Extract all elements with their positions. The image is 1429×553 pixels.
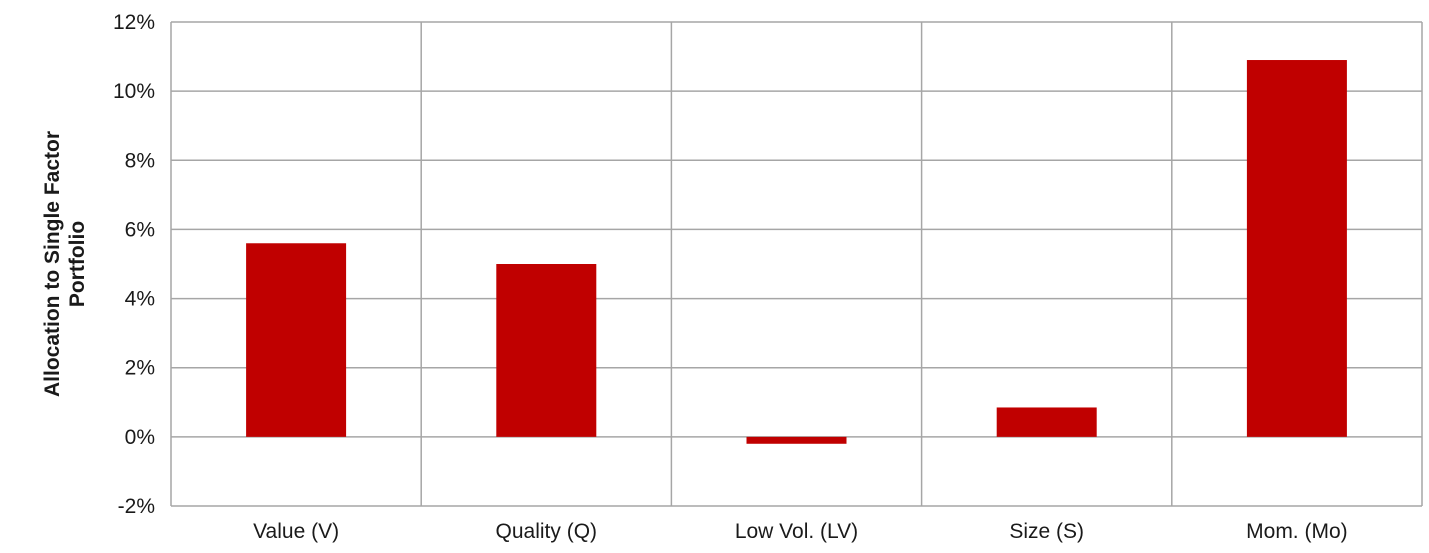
y-tick-label: 8% bbox=[125, 149, 155, 172]
y-tick-label: 4% bbox=[125, 288, 155, 311]
y-tick-label: 12% bbox=[113, 11, 155, 34]
y-tick-label: 2% bbox=[125, 357, 155, 380]
bar bbox=[1246, 60, 1347, 437]
y-tick-label: 0% bbox=[125, 426, 155, 449]
y-axis-title-line: Allocation to Single Factor bbox=[41, 131, 64, 397]
x-tick-label: Mom. (Mo) bbox=[1246, 520, 1348, 543]
y-axis-tick-labels: -2% 0% 2% 4% 6% 8% 10% 12% bbox=[113, 11, 155, 518]
x-tick-label: Low Vol. (LV) bbox=[735, 520, 858, 543]
bar bbox=[246, 243, 347, 437]
bar bbox=[496, 264, 597, 437]
bars bbox=[246, 60, 1347, 444]
x-tick-label: Size (S) bbox=[1009, 520, 1084, 543]
y-tick-label: 10% bbox=[113, 80, 155, 103]
y-tick-label: 6% bbox=[125, 218, 155, 241]
bar bbox=[746, 436, 847, 444]
x-axis-tick-labels: Value (V) Quality (Q) Low Vol. (LV) Size (S… bbox=[253, 520, 1348, 543]
grid bbox=[170, 21, 1423, 507]
x-tick-label: Value (V) bbox=[253, 520, 339, 543]
x-tick-label: Quality (Q) bbox=[496, 520, 598, 543]
y-axis-title: Allocation to Single Factor Portfolio bbox=[41, 131, 89, 397]
y-tick-label: -2% bbox=[118, 495, 155, 518]
y-axis-title-line: Portfolio bbox=[66, 221, 89, 307]
bar bbox=[996, 407, 1097, 437]
